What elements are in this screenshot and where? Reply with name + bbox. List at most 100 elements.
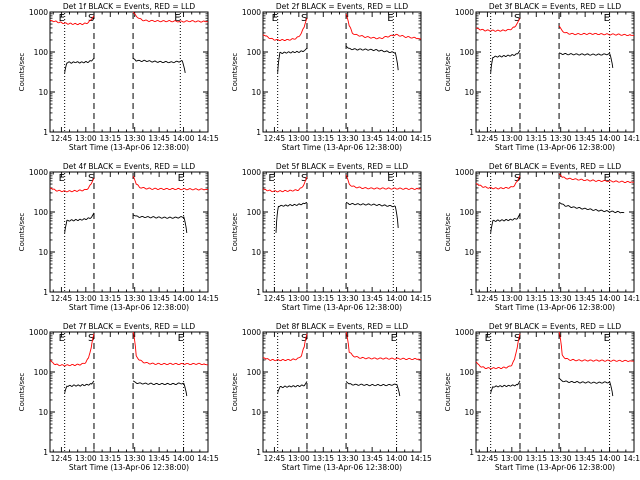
marker-label: E [59, 333, 65, 344]
x-tick-label: 13:45 [574, 134, 596, 143]
y-tick-label: 10 [38, 408, 48, 417]
y-axis-label: Counts/sec [444, 373, 452, 412]
event-rate-line-seg1 [490, 50, 521, 73]
y-tick-label: 1000 [29, 328, 48, 337]
event-rate-line-seg2 [132, 214, 188, 233]
x-axis-label: Start Time (13-Apr-06 12:38:00) [495, 463, 615, 472]
event-rate-line-seg2 [345, 381, 401, 397]
y-axis-label: Counts/sec [18, 213, 26, 252]
x-tick-label: 13:30 [124, 134, 146, 143]
marker-label: E [59, 13, 65, 24]
event-rate-line-seg1 [64, 212, 95, 233]
plot-frame [262, 11, 422, 133]
panel-title: Det 1f BLACK = Events, RED = LLD [63, 2, 196, 11]
marker-label: E [59, 173, 65, 184]
y-tick-label: 10 [251, 88, 261, 97]
x-tick-label: 13:00 [288, 454, 310, 463]
lld-rate-line-seg2 [345, 174, 421, 190]
marker-label: E [178, 173, 184, 184]
x-tick-label: 12:45 [264, 454, 286, 463]
y-axis-label: Counts/sec [231, 53, 239, 92]
x-tick-label: 13:45 [148, 454, 170, 463]
y-tick-label: 10 [464, 88, 474, 97]
marker-label: E [604, 333, 610, 344]
y-tick-label: 1000 [242, 168, 261, 177]
marker-label: S [514, 13, 520, 24]
x-tick-label: 13:15 [525, 454, 547, 463]
event-rate-line-seg2 [558, 377, 614, 397]
marker-label: S [301, 173, 307, 184]
x-tick-label: 13:15 [312, 294, 334, 303]
panel-title: Det 9f BLACK = Events, RED = LLD [489, 322, 622, 331]
y-axis-label: Counts/sec [231, 373, 239, 412]
event-rate-line-seg1 [64, 57, 95, 73]
y-tick-label: 100 [34, 208, 49, 217]
event-rate-line-seg1 [275, 201, 308, 233]
lld-rate-line-seg2 [558, 25, 634, 37]
x-tick-label: 13:45 [361, 454, 383, 463]
x-tick-label: 14:15 [197, 454, 219, 463]
y-tick-label: 1 [469, 448, 474, 457]
lld-rate-line-seg1 [49, 15, 95, 26]
marker-label: E [387, 13, 393, 24]
event-rate-line-seg1 [490, 380, 521, 394]
detector-panel-1: Det 1f BLACK = Events, RED = LLD 1 10 100 10… [18, 2, 219, 152]
x-tick-label: 14:15 [197, 134, 219, 143]
marker-label: E [485, 333, 491, 344]
y-tick-label: 1000 [455, 8, 474, 17]
y-axis-label: Counts/sec [18, 53, 26, 92]
detector-panel-7: Det 7f BLACK = Events, RED = LLD 1 10 100 10… [18, 322, 219, 472]
x-axis-label: Start Time (13-Apr-06 12:38:00) [282, 463, 402, 472]
detector-panel-2: Det 2f BLACK = Events, RED = LLD 1 10 100 10… [231, 2, 432, 152]
x-tick-label: 12:45 [477, 454, 499, 463]
y-tick-label: 100 [460, 208, 475, 217]
lld-rate-line-seg2 [345, 331, 422, 361]
x-tick-label: 13:45 [148, 294, 170, 303]
x-tick-label: 12:45 [51, 134, 73, 143]
y-tick-label: 100 [247, 208, 262, 217]
plot-frame [475, 171, 635, 293]
detector-panel-4: Det 4f BLACK = Events, RED = LLD 1 10 100 10… [18, 162, 219, 312]
event-rate-line-seg2 [558, 52, 614, 68]
x-tick-label: 13:15 [525, 294, 547, 303]
x-tick-label: 13:00 [501, 454, 523, 463]
y-tick-label: 100 [247, 368, 262, 377]
x-tick-label: 13:15 [99, 454, 121, 463]
plot-frame [49, 331, 209, 453]
x-axis-label: Start Time (13-Apr-06 12:38:00) [495, 303, 615, 312]
y-tick-label: 100 [247, 48, 262, 57]
x-tick-label: 13:30 [124, 454, 146, 463]
x-tick-label: 14:00 [386, 134, 408, 143]
marker-label: E [604, 13, 610, 24]
plot-frame [262, 331, 422, 453]
x-tick-label: 14:00 [173, 134, 195, 143]
panel-title: Det 2f BLACK = Events, RED = LLD [276, 2, 409, 11]
y-tick-label: 100 [34, 48, 49, 57]
marker-label: E [604, 173, 610, 184]
y-tick-label: 10 [251, 408, 261, 417]
x-tick-label: 13:00 [75, 294, 97, 303]
marker-label: S [514, 333, 520, 344]
y-tick-label: 1000 [29, 8, 48, 17]
y-tick-label: 1 [256, 128, 261, 137]
x-tick-label: 14:15 [623, 134, 640, 143]
x-tick-label: 13:15 [99, 294, 121, 303]
marker-label: S [88, 173, 94, 184]
event-rate-line-seg1 [277, 381, 308, 394]
y-tick-label: 10 [464, 248, 474, 257]
x-tick-label: 12:45 [477, 134, 499, 143]
y-tick-label: 10 [464, 408, 474, 417]
y-tick-label: 1000 [242, 8, 261, 17]
x-axis-label: Start Time (13-Apr-06 12:38:00) [69, 463, 189, 472]
marker-label: E [174, 13, 180, 24]
x-tick-label: 13:45 [361, 294, 383, 303]
panel-title: Det 6f BLACK = Events, RED = LLD [489, 162, 622, 171]
marker-label: S [301, 333, 307, 344]
event-rate-line-seg2 [345, 45, 399, 71]
y-tick-label: 1 [43, 128, 48, 137]
x-axis-label: Start Time (13-Apr-06 12:38:00) [495, 143, 615, 152]
x-tick-label: 13:30 [124, 294, 146, 303]
y-tick-label: 1000 [455, 168, 474, 177]
x-tick-label: 14:00 [599, 454, 621, 463]
